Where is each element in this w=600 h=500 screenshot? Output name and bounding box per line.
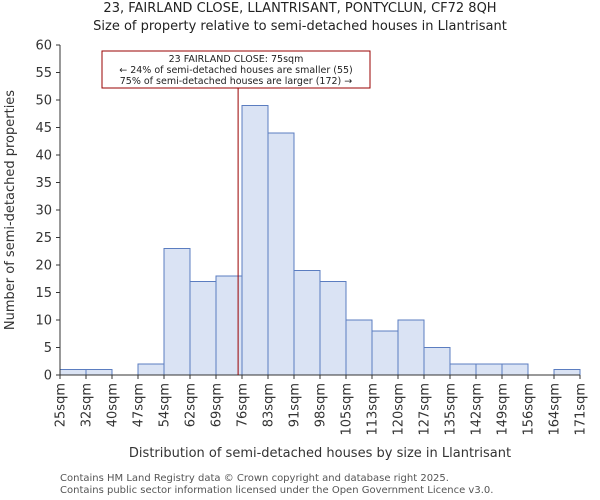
histogram-bar — [345, 319, 373, 376]
x-tick-label: 105sqm — [340, 383, 355, 436]
histogram-bar — [293, 270, 321, 376]
histogram-bar — [85, 369, 113, 376]
y-tick-label: 35 — [35, 176, 52, 191]
y-axis: 0 5 10 15 20 25 30 35 40 45 50 55 60 — [35, 39, 61, 384]
y-tick-label: 25 — [35, 231, 52, 246]
histogram-bar — [241, 105, 269, 376]
x-tick-label: 54sqm — [158, 383, 173, 427]
y-tick-label: 15 — [35, 286, 52, 301]
histogram-bar — [553, 369, 581, 376]
y-tick-label: 0 — [44, 369, 52, 384]
y-tick-label: 5 — [44, 341, 52, 356]
x-tick-label: 62sqm — [184, 383, 199, 427]
x-tick-label: 40sqm — [106, 383, 121, 427]
y-tick-label: 55 — [35, 66, 52, 81]
x-tick-label: 83sqm — [262, 383, 277, 427]
histogram-bar — [267, 132, 295, 376]
y-tick-label: 30 — [35, 204, 52, 219]
x-tick-label: 127sqm — [418, 383, 433, 436]
y-tick-label: 10 — [35, 314, 52, 329]
x-tick-label: 25sqm — [54, 383, 69, 427]
annotation-line-3: 75% of semi-detached houses are larger (… — [120, 76, 353, 87]
histogram-bar — [189, 281, 217, 376]
y-axis-label: Number of semi-detached properties — [3, 90, 18, 330]
histogram-bar — [397, 319, 425, 376]
x-tick-label: 135sqm — [444, 383, 459, 436]
x-tick-label: 76sqm — [236, 383, 251, 427]
x-tick-label: 69sqm — [210, 383, 225, 427]
x-tick-label: 142sqm — [470, 383, 485, 436]
property-annotation: 23 FAIRLAND CLOSE: 75sqm ← 24% of semi-d… — [101, 50, 371, 89]
histogram-bar — [319, 281, 347, 376]
histogram-bar — [163, 248, 191, 376]
x-tick-label: 91sqm — [288, 383, 303, 427]
x-tick-label: 32sqm — [80, 383, 95, 427]
histogram-bar — [137, 363, 165, 376]
bars-group — [59, 105, 581, 376]
histogram-bar — [475, 363, 503, 376]
histogram-bar — [59, 369, 87, 376]
y-tick-label: 50 — [35, 94, 52, 109]
y-tick-label: 45 — [35, 121, 52, 136]
annotation-box — [101, 50, 371, 89]
y-tick-label: 20 — [35, 259, 52, 274]
chart-title-subtitle: Size of property relative to semi-detach… — [93, 19, 507, 34]
chart-title-address: 23, FAIRLAND CLOSE, LLANTRISANT, PONTYCL… — [103, 1, 497, 16]
annotation-line-1: 23 FAIRLAND CLOSE: 75sqm — [169, 54, 304, 65]
x-tick-label: 149sqm — [496, 383, 511, 436]
histogram-bar — [501, 363, 529, 376]
histogram-bar — [449, 363, 477, 376]
footer-copyright: Contains HM Land Registry data © Crown c… — [60, 473, 449, 484]
x-tick-label: 113sqm — [366, 383, 381, 436]
x-tick-label: 164sqm — [548, 383, 563, 436]
x-tick-label: 156sqm — [522, 383, 537, 436]
x-tick-label: 47sqm — [132, 383, 147, 427]
x-tick-label: 171sqm — [574, 383, 589, 436]
annotation-line-2: ← 24% of semi-detached houses are smalle… — [119, 65, 353, 76]
x-tick-label: 120sqm — [392, 383, 407, 436]
histogram-bar — [423, 347, 451, 376]
y-tick-label: 60 — [35, 39, 52, 54]
histogram-bar — [371, 330, 399, 376]
footer-licence: Contains public sector information licen… — [60, 485, 494, 496]
x-tick-label: 98sqm — [314, 383, 329, 427]
x-axis: 25sqm 32sqm 40sqm 47sqm 54sqm 62sqm 69sqm 76sqm… — [54, 374, 589, 436]
x-axis-label: Distribution of semi-detached houses by … — [129, 446, 511, 461]
y-tick-label: 40 — [35, 149, 52, 164]
